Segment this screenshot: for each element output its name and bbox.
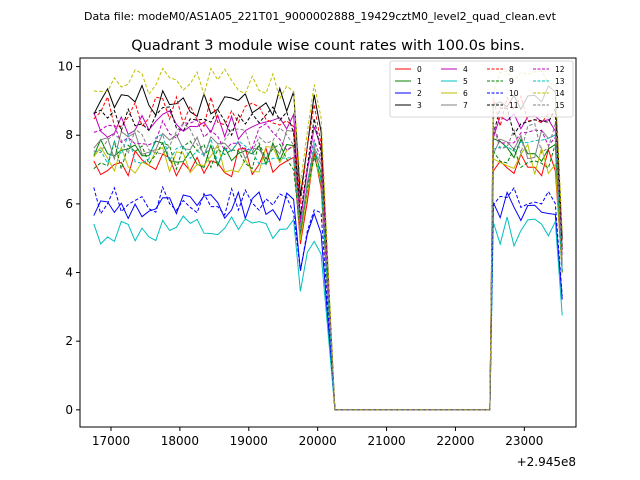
x-tick-label: 22000 — [436, 434, 474, 448]
series-line-5 — [93, 215, 563, 411]
series-line-1 — [93, 137, 563, 411]
legend-label-5: 5 — [463, 77, 468, 86]
legend-label-15: 15 — [555, 101, 565, 110]
legend-label-13: 13 — [555, 77, 565, 86]
y-tick-label: 8 — [65, 128, 73, 142]
legend-label-8: 8 — [509, 65, 514, 74]
legend-label-9: 9 — [509, 77, 514, 86]
series-line-10 — [93, 185, 563, 411]
legend-label-12: 12 — [555, 65, 565, 74]
legend-label-14: 14 — [555, 89, 565, 98]
x-tick-label: 21000 — [367, 434, 405, 448]
axes-frame — [79, 57, 577, 428]
series-line-15 — [93, 122, 563, 411]
series-line-6 — [93, 143, 563, 411]
x-tick-label: 18000 — [161, 434, 199, 448]
y-tick-label: 6 — [65, 197, 73, 211]
suptitle: Data file: modeM0/AS1A05_221T01_90000028… — [84, 10, 557, 23]
chart-title: Quadrant 3 module wise count rates with … — [131, 38, 525, 54]
x-tick-label: 19000 — [230, 434, 268, 448]
x-tick-label: 20000 — [299, 434, 337, 448]
series-line-9 — [93, 139, 563, 411]
legend-label-1: 1 — [417, 77, 422, 86]
legend-label-11: 11 — [509, 101, 519, 110]
legend-label-6: 6 — [463, 89, 468, 98]
y-axis: 0 2 4 6 8 10 — [58, 60, 80, 417]
x-offset-label: +2.945e8 — [517, 455, 576, 469]
y-tick-label: 10 — [58, 60, 73, 74]
legend-label-10: 10 — [509, 89, 519, 98]
legend-label-0: 0 — [417, 65, 422, 74]
legend-label-3: 3 — [417, 101, 422, 110]
legend-label-7: 7 — [463, 101, 468, 110]
series-line-13 — [93, 133, 563, 411]
series-line-8 — [93, 95, 563, 411]
y-tick-label: 0 — [65, 403, 73, 417]
x-axis: 17000 18000 19000 20000 21000 22000 23000 — [92, 427, 543, 448]
series-line-2 — [93, 190, 563, 411]
series-line-0 — [93, 147, 563, 411]
y-tick-label: 2 — [65, 334, 73, 348]
y-tick-label: 4 — [65, 266, 73, 280]
x-tick-label: 17000 — [92, 434, 130, 448]
legend-label-2: 2 — [417, 89, 422, 98]
legend-box — [389, 60, 574, 118]
legend-label-4: 4 — [463, 65, 468, 74]
x-tick-label: 23000 — [505, 434, 543, 448]
series-line-12 — [93, 119, 563, 411]
